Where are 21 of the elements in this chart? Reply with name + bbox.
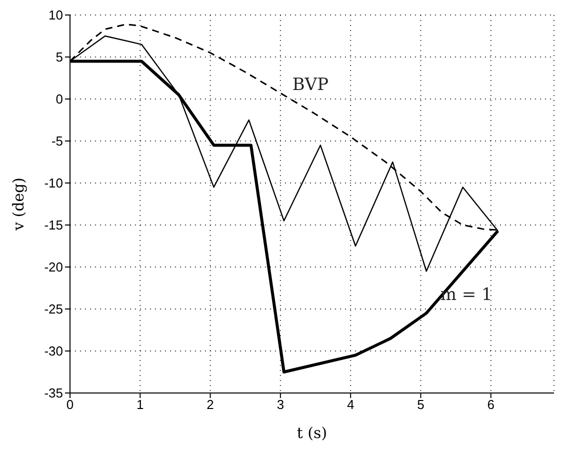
- series-label: BVP: [292, 75, 329, 96]
- y-tick-label: -35: [44, 386, 63, 401]
- y-tick-label: -5: [51, 134, 63, 149]
- y-axis-title: v (deg): [9, 177, 28, 232]
- x-tick-label: 4: [346, 397, 354, 412]
- x-tick-label: 0: [66, 397, 74, 412]
- y-tick-label: -15: [44, 218, 63, 233]
- y-tick-label: -30: [44, 344, 63, 359]
- x-axis-title: t (s): [296, 424, 328, 442]
- x-tick-label: 3: [276, 397, 284, 412]
- y-tick-label: -10: [44, 176, 63, 191]
- y-tick-label: -25: [44, 302, 63, 317]
- x-tick-label: 2: [206, 397, 214, 412]
- x-tick-label: 5: [417, 397, 424, 412]
- y-tick-label: -20: [44, 260, 63, 275]
- y-tick-label: 10: [48, 8, 63, 23]
- x-tick-label: 6: [487, 397, 494, 412]
- x-tick-label: 1: [136, 397, 144, 412]
- y-tick-label: 0: [56, 92, 63, 107]
- y-tick-label: 5: [56, 50, 63, 65]
- series-label: m = 1: [440, 285, 492, 306]
